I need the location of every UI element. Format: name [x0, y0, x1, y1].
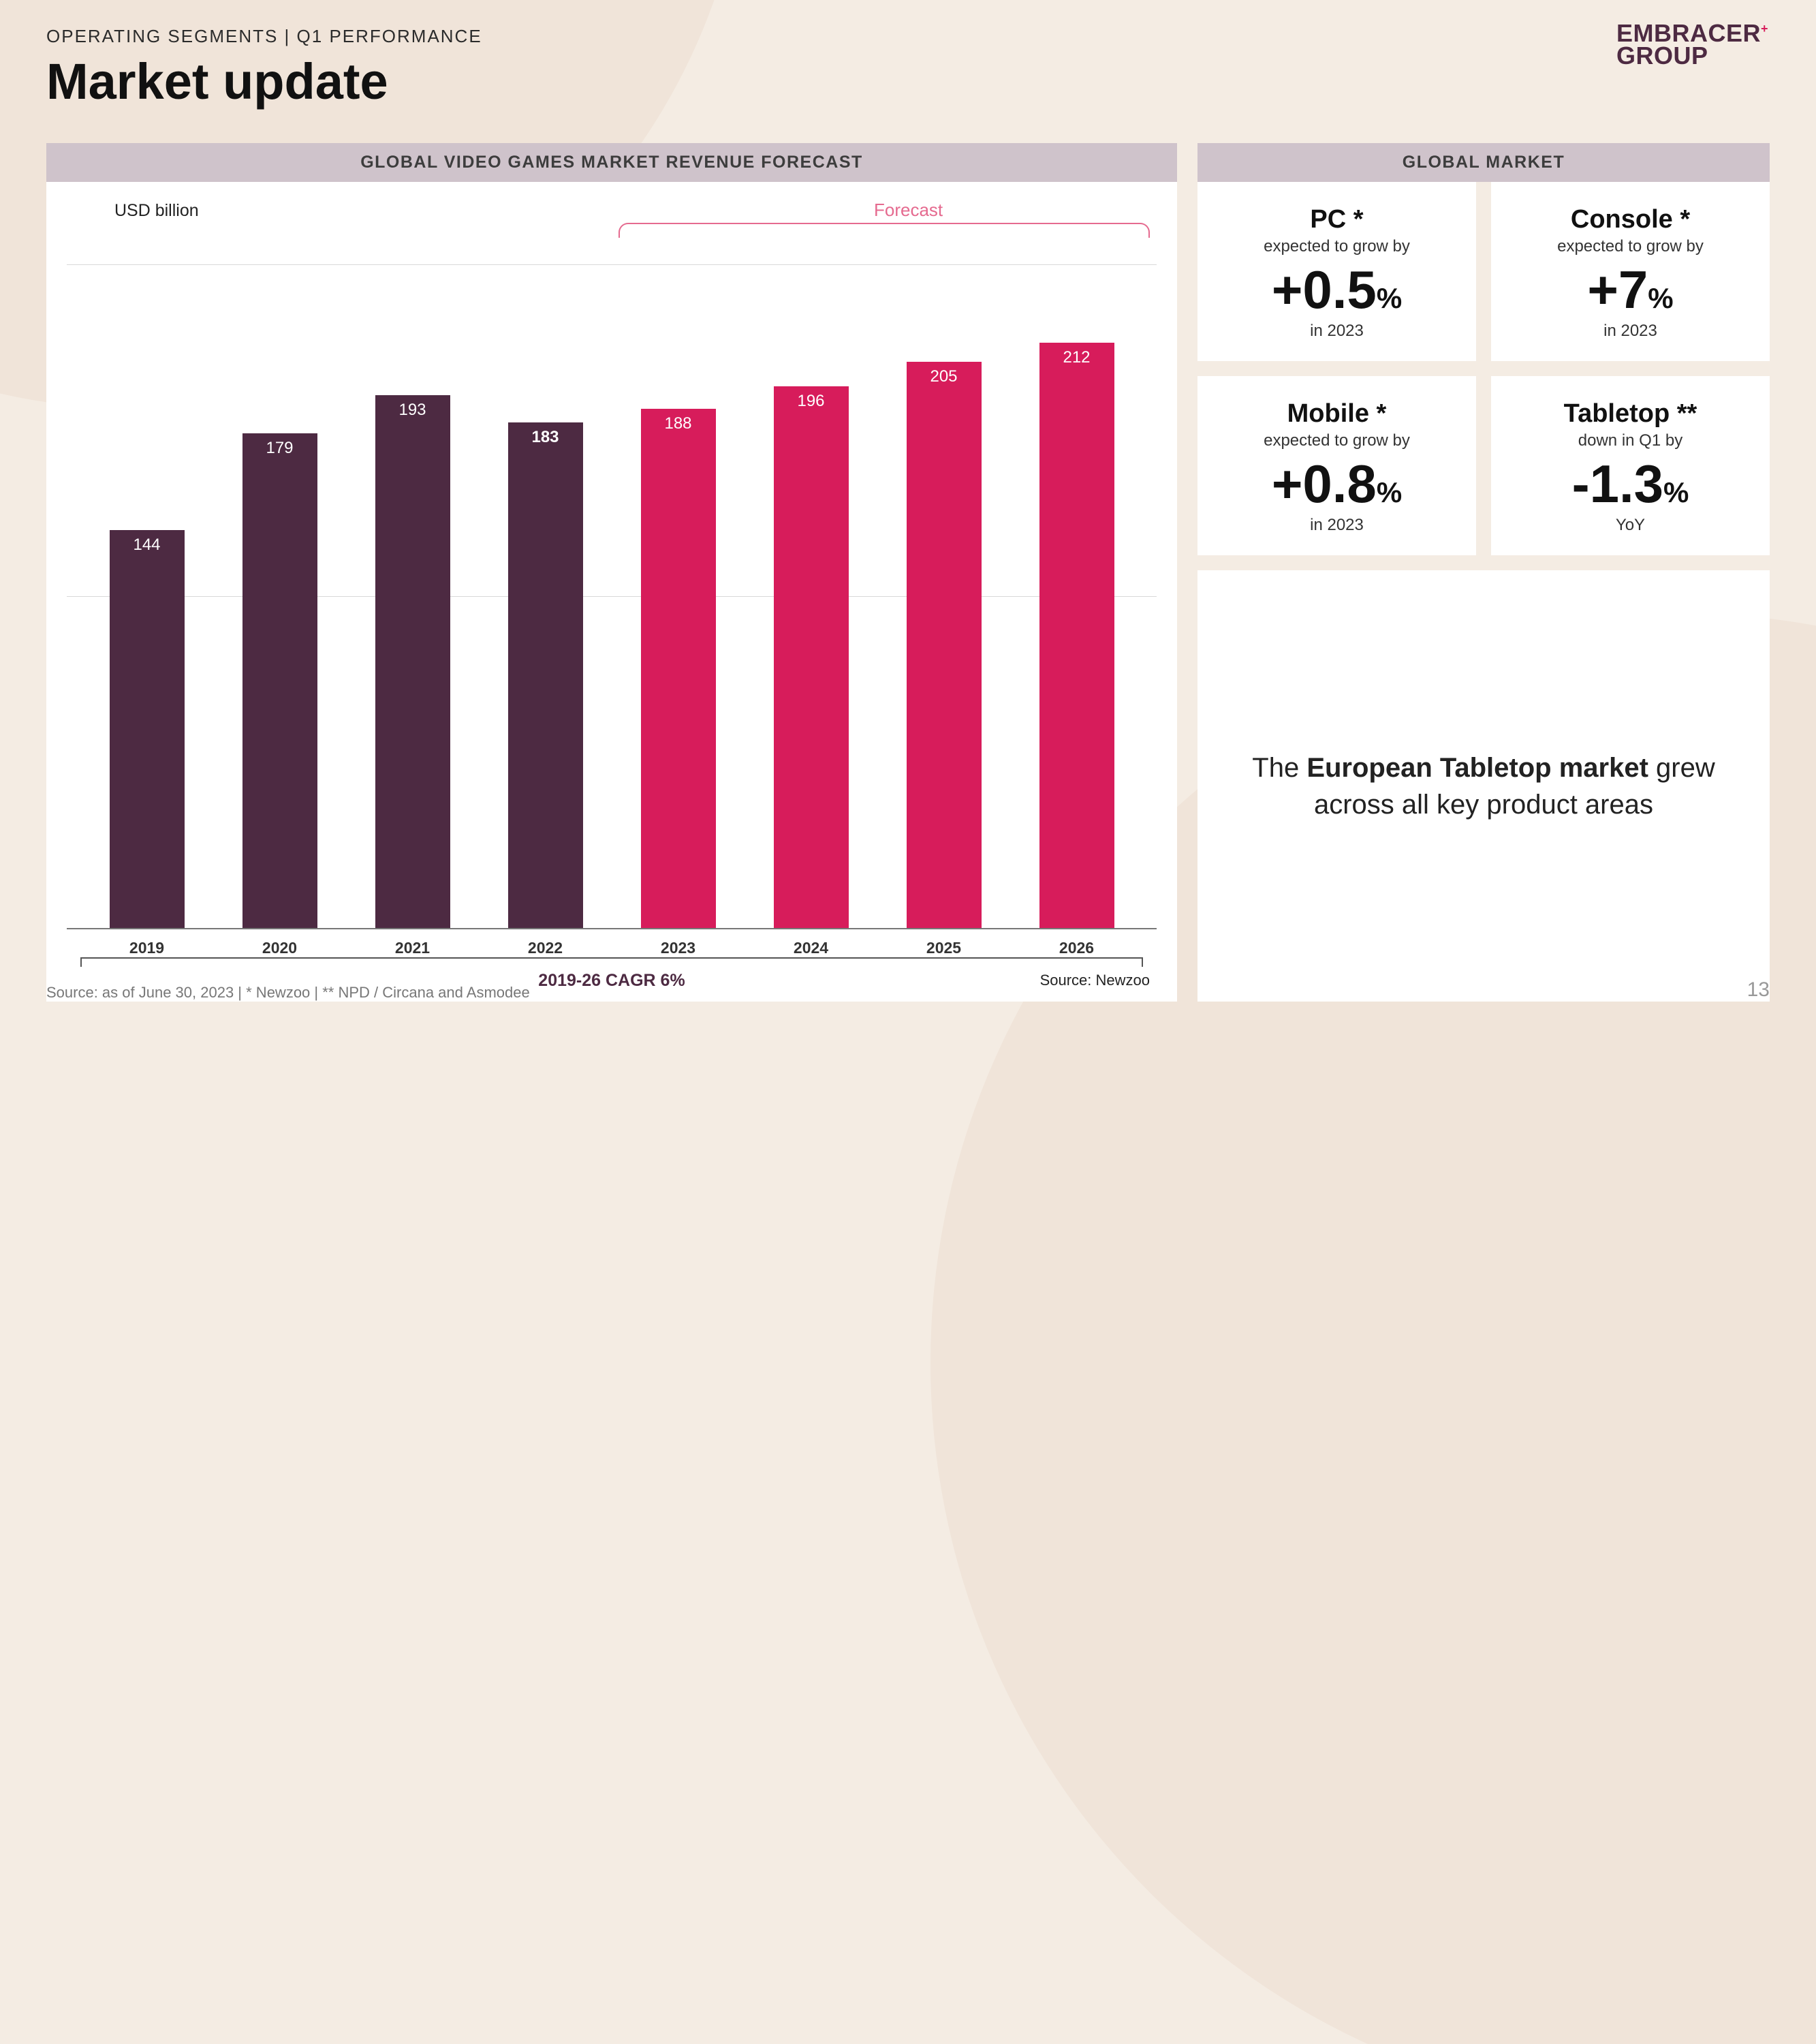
x-tick-label: 2023 — [612, 939, 745, 957]
stat-title: PC * — [1204, 205, 1469, 234]
bar-value-label: 144 — [110, 536, 185, 555]
global-market-panel: GLOBAL MARKET PC * expected to grow by +0.… — [1197, 143, 1770, 1002]
stat-subtitle: expected to grow by — [1204, 431, 1469, 450]
bar-slot: 183 — [479, 265, 612, 928]
bar-slot: 144 — [80, 265, 213, 928]
global-market-header: GLOBAL MARKET — [1197, 143, 1770, 182]
stat-title: Tabletop ** — [1498, 399, 1763, 429]
cagr-range-line — [80, 957, 1143, 967]
bar: 144 — [110, 530, 185, 928]
stat-footnote: in 2023 — [1204, 516, 1469, 535]
stat-value: -1.3% — [1498, 457, 1763, 510]
stat-value: +7% — [1498, 263, 1763, 316]
bar: 212 — [1039, 343, 1114, 928]
stat-value: +0.8% — [1204, 457, 1469, 510]
stat-card: PC * expected to grow by +0.5% in 2023 — [1197, 182, 1476, 361]
x-tick-label: 2021 — [346, 939, 479, 957]
bar-slot: 188 — [612, 265, 745, 928]
bar-slot: 193 — [346, 265, 479, 928]
forecast-brace — [619, 223, 1150, 238]
x-tick-label: 2025 — [877, 939, 1010, 957]
stat-subtitle: expected to grow by — [1204, 237, 1469, 256]
chart-x-axis: 20192020202120222023202420252026 — [67, 928, 1157, 957]
bar-slot: 212 — [1010, 265, 1143, 928]
bar: 179 — [242, 433, 317, 928]
stat-value: +0.5% — [1204, 263, 1469, 316]
stat-subtitle: down in Q1 by — [1498, 431, 1763, 450]
stat-title: Console * — [1498, 205, 1763, 234]
stat-footnote: in 2023 — [1498, 322, 1763, 341]
bar-slot: 205 — [877, 265, 1010, 928]
bar-value-label: 212 — [1039, 348, 1114, 367]
chart-panel: GLOBAL VIDEO GAMES MARKET REVENUE FORECA… — [46, 143, 1177, 1002]
footer-source: Source: as of June 30, 2023 | * Newzoo |… — [46, 984, 530, 1002]
stat-footnote: in 2023 — [1204, 322, 1469, 341]
chart-y-label: USD billion — [114, 201, 1157, 221]
stat-subtitle: expected to grow by — [1498, 237, 1763, 256]
bar: 196 — [774, 386, 849, 928]
bar-value-label: 179 — [242, 439, 317, 458]
bar-value-label: 205 — [907, 367, 982, 386]
x-tick-label: 2022 — [479, 939, 612, 957]
chart-header: GLOBAL VIDEO GAMES MARKET REVENUE FORECA… — [46, 143, 1177, 182]
x-tick-label: 2020 — [213, 939, 346, 957]
stat-card: Mobile * expected to grow by +0.8% in 2023 — [1197, 376, 1476, 555]
bar-slot: 196 — [745, 265, 877, 928]
page-number: 13 — [1747, 978, 1770, 1002]
stat-card: Console * expected to grow by +7% in 2023 — [1491, 182, 1770, 361]
bar-value-label: 183 — [508, 428, 583, 447]
eyebrow: OPERATING SEGMENTS | Q1 PERFORMANCE — [46, 26, 1770, 47]
bar-value-label: 188 — [641, 414, 716, 433]
x-tick-label: 2024 — [745, 939, 877, 957]
bar: 193 — [375, 395, 450, 928]
stat-card: Tabletop ** down in Q1 by -1.3% YoY — [1491, 376, 1770, 555]
stat-footnote: YoY — [1498, 516, 1763, 535]
bar-value-label: 193 — [375, 401, 450, 420]
x-tick-label: 2026 — [1010, 939, 1143, 957]
bar-value-label: 196 — [774, 392, 849, 411]
chart-plot: 144 179 193 183 188 196 205 212 — [67, 264, 1157, 928]
bar: 188 — [641, 409, 716, 928]
page-title: Market update — [46, 52, 1770, 110]
stat-title: Mobile * — [1204, 399, 1469, 429]
bar-slot: 179 — [213, 265, 346, 928]
brand-logo: EMBRACER+ GROUP — [1616, 22, 1768, 67]
market-note: The European Tabletop market grew across… — [1197, 570, 1770, 1002]
x-tick-label: 2019 — [80, 939, 213, 957]
forecast-label: Forecast — [874, 200, 943, 221]
bar: 183 — [508, 422, 583, 928]
bar: 205 — [907, 362, 982, 928]
